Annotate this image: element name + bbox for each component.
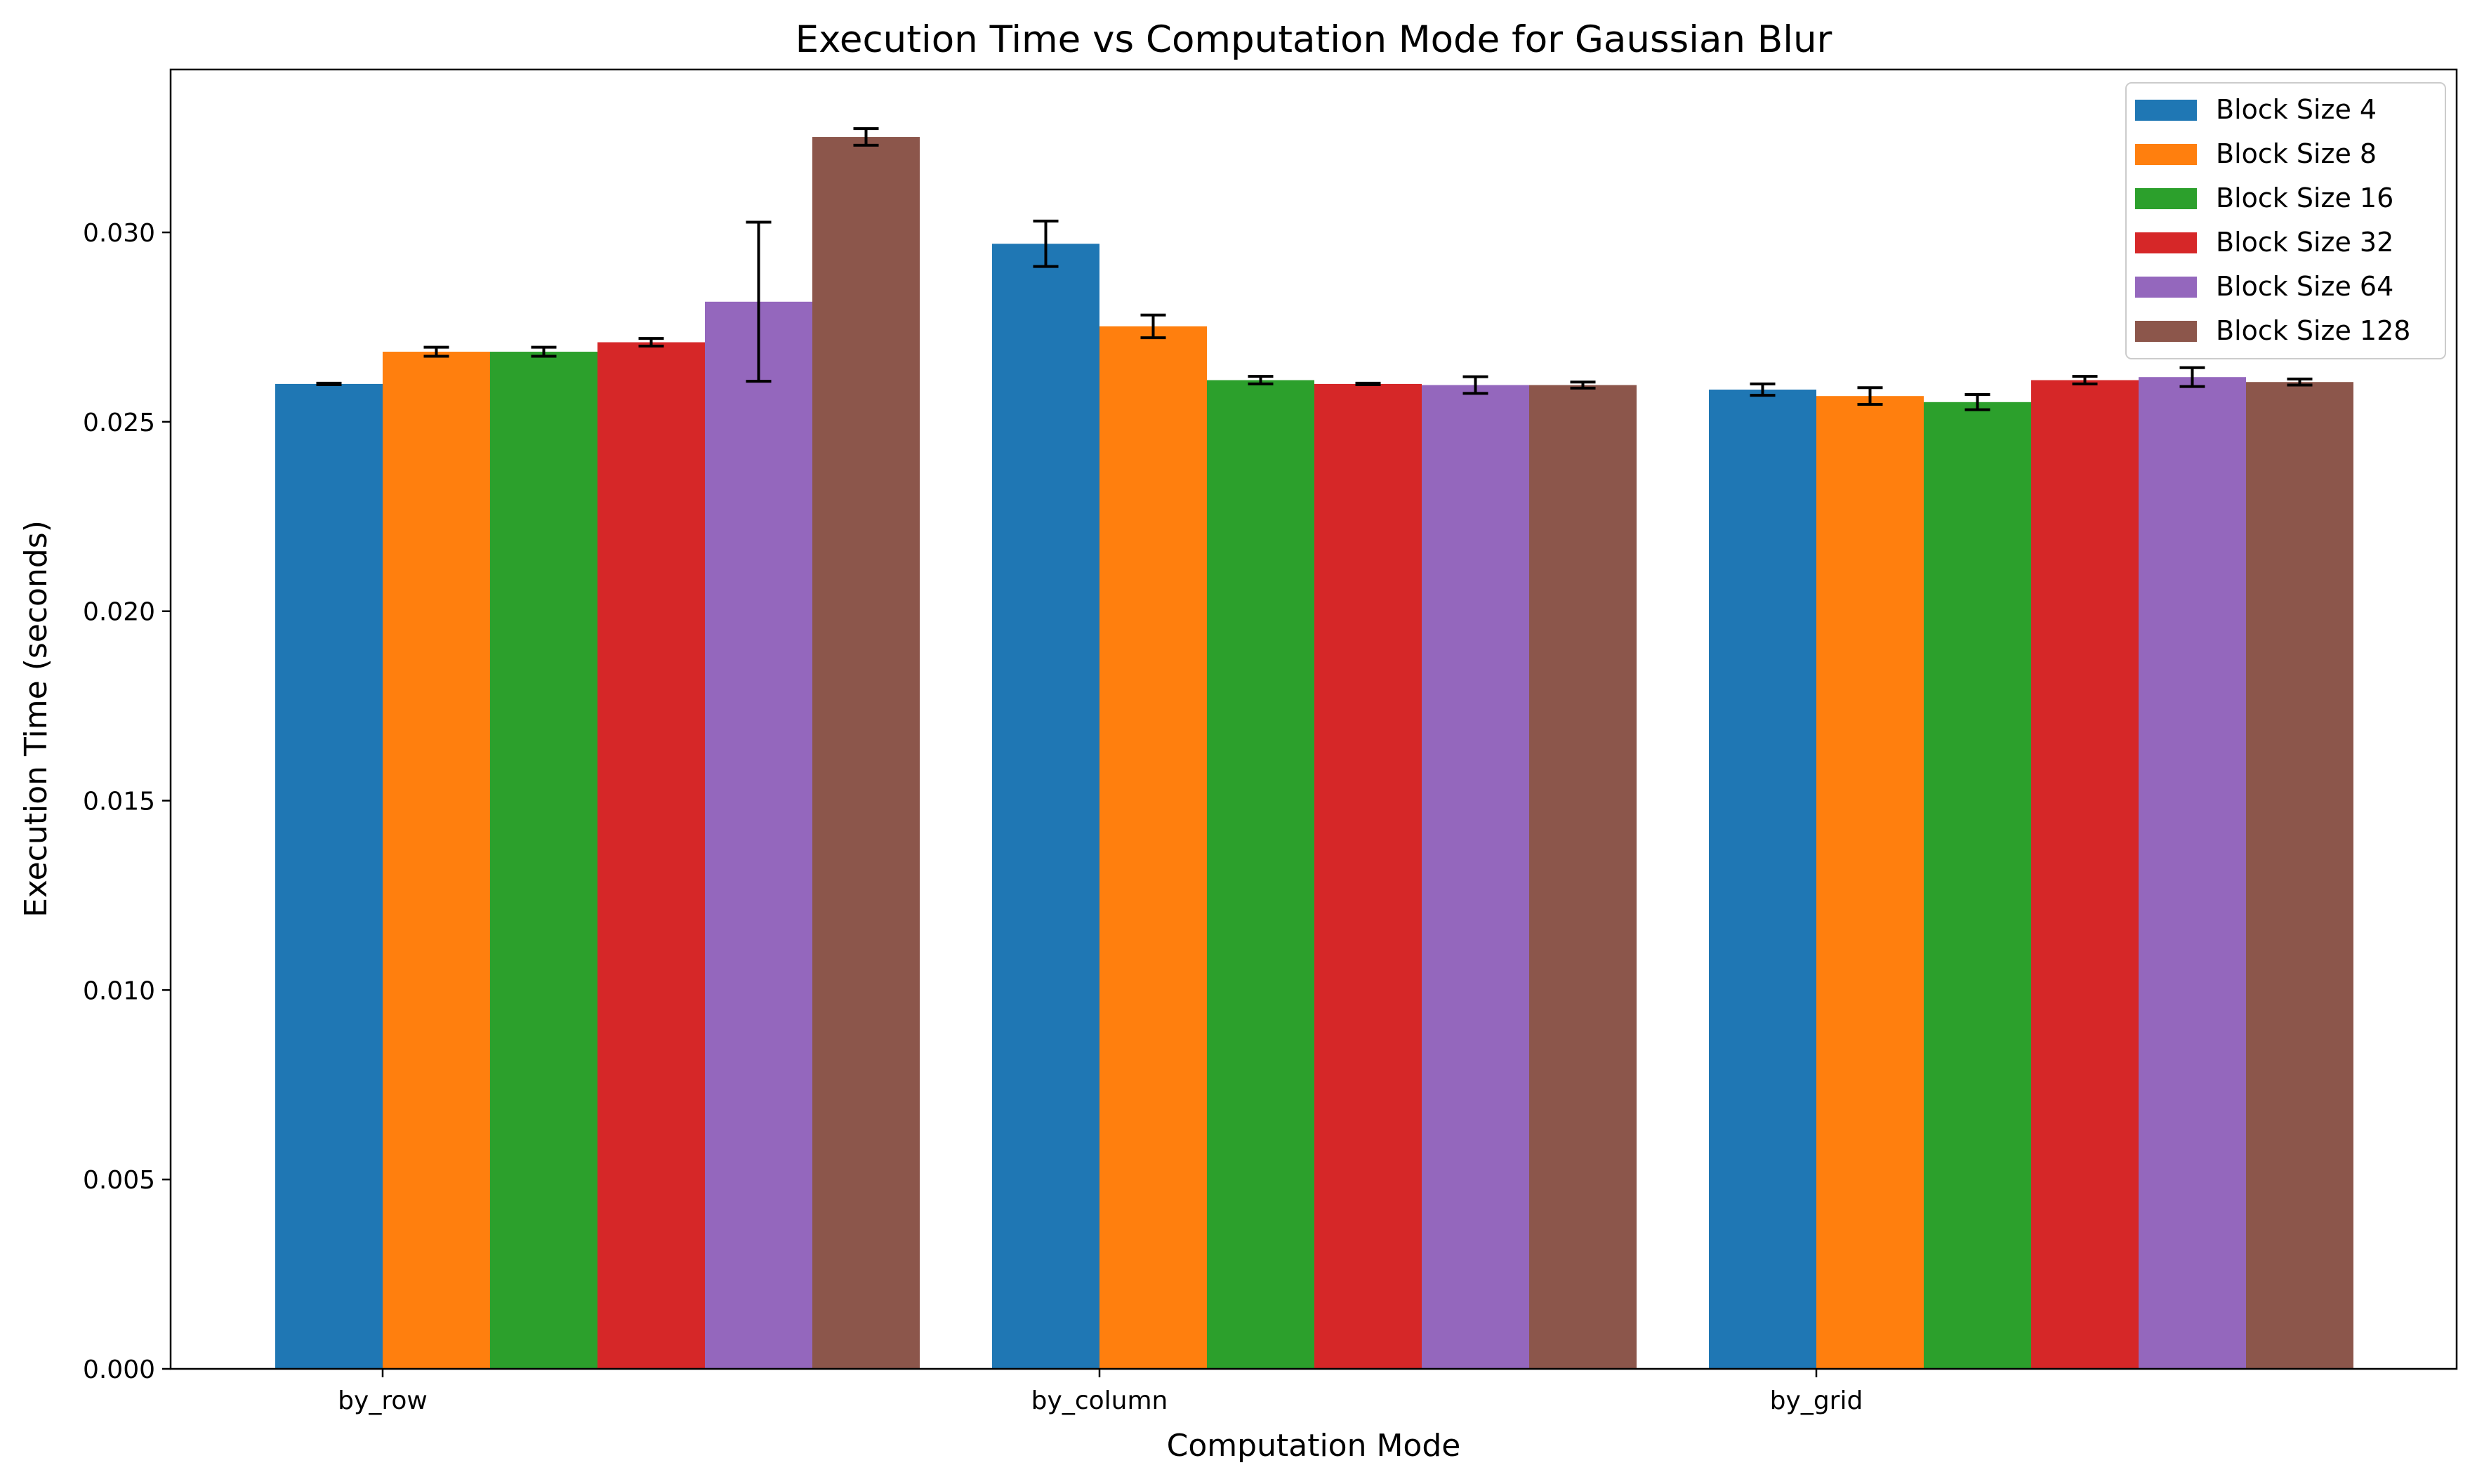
bar <box>490 352 597 1370</box>
legend-label: Block Size 32 <box>2216 227 2393 258</box>
error-bar <box>423 345 449 358</box>
x-axis: by_row by_column by_grid <box>338 1369 1863 1415</box>
x-tick-label: by_column <box>1031 1386 1168 1415</box>
legend-swatch <box>2135 100 2197 121</box>
legend-label: Block Size 4 <box>2216 94 2377 125</box>
legend-item: Block Size 32 <box>2135 227 2393 258</box>
error-bar <box>746 220 772 383</box>
error-bar <box>1857 386 1883 406</box>
bars-layer <box>275 137 2353 1370</box>
bar <box>1422 385 1529 1369</box>
legend-swatch <box>2135 321 2197 342</box>
error-bar <box>1462 375 1488 395</box>
error-bar <box>2287 377 2313 387</box>
y-axis: 0.000 0.005 0.010 0.015 0.020 0.025 0.030 <box>83 219 171 1384</box>
error-bar <box>531 345 557 358</box>
bar <box>2031 380 2139 1369</box>
legend-label: Block Size 8 <box>2216 138 2377 169</box>
y-tick-label: 0.030 <box>83 219 155 248</box>
x-tick-label: by_row <box>338 1386 428 1415</box>
bar <box>1924 402 2031 1370</box>
bar <box>275 383 383 1369</box>
bar <box>812 137 920 1369</box>
y-tick-label: 0.020 <box>83 598 155 627</box>
bar <box>383 352 490 1370</box>
error-bar <box>638 337 664 347</box>
legend-label: Block Size 128 <box>2216 315 2410 346</box>
error-bars-layer <box>316 127 2313 411</box>
error-bar <box>2072 375 2098 385</box>
bar <box>597 342 705 1369</box>
error-bar <box>1964 393 1990 411</box>
y-tick-label: 0.025 <box>83 409 155 437</box>
x-axis-title: Computation Mode <box>1167 1428 1461 1464</box>
error-bar <box>2179 366 2205 388</box>
error-bar <box>1140 313 1166 340</box>
legend-item: Block Size 8 <box>2135 138 2377 169</box>
x-tick-label: by_grid <box>1770 1386 1863 1415</box>
bar <box>1207 380 1314 1369</box>
error-bar <box>1248 375 1274 385</box>
legend-label: Block Size 16 <box>2216 183 2393 213</box>
bar <box>705 301 812 1369</box>
bar <box>1529 385 1637 1369</box>
y-axis-title: Execution Time (seconds) <box>18 520 54 917</box>
error-bar <box>1750 382 1776 397</box>
legend-swatch <box>2135 144 2197 165</box>
bar <box>1816 396 1924 1369</box>
legend-swatch <box>2135 188 2197 209</box>
plot-frame <box>169 68 2458 1370</box>
legend-swatch <box>2135 232 2197 253</box>
y-tick-label: 0.000 <box>83 1356 155 1384</box>
legend-item: Block Size 4 <box>2135 94 2377 125</box>
legend: Block Size 4 Block Size 8 Block Size 16 Blo… <box>2125 82 2446 359</box>
error-bar <box>316 381 342 386</box>
error-bar <box>1033 219 1059 268</box>
bar <box>2246 382 2353 1369</box>
legend-label: Block Size 64 <box>2216 271 2393 302</box>
error-bar <box>1570 380 1596 390</box>
error-bar <box>853 127 879 147</box>
error-bar <box>1355 381 1381 386</box>
bar <box>992 244 1099 1370</box>
legend-box <box>2125 82 2446 359</box>
legend-swatch <box>2135 277 2197 298</box>
legend-item: Block Size 64 <box>2135 271 2393 302</box>
legend-item: Block Size 128 <box>2135 315 2410 346</box>
bar <box>1099 326 1207 1369</box>
bar <box>1314 383 1422 1369</box>
bar <box>1709 390 1816 1369</box>
legend-item: Block Size 16 <box>2135 183 2393 213</box>
chart-title: Execution Time vs Computation Mode for G… <box>795 18 1832 61</box>
y-tick-label: 0.015 <box>83 788 155 816</box>
y-tick-label: 0.010 <box>83 976 155 1005</box>
y-tick-label: 0.005 <box>83 1166 155 1195</box>
bar <box>2139 377 2246 1369</box>
